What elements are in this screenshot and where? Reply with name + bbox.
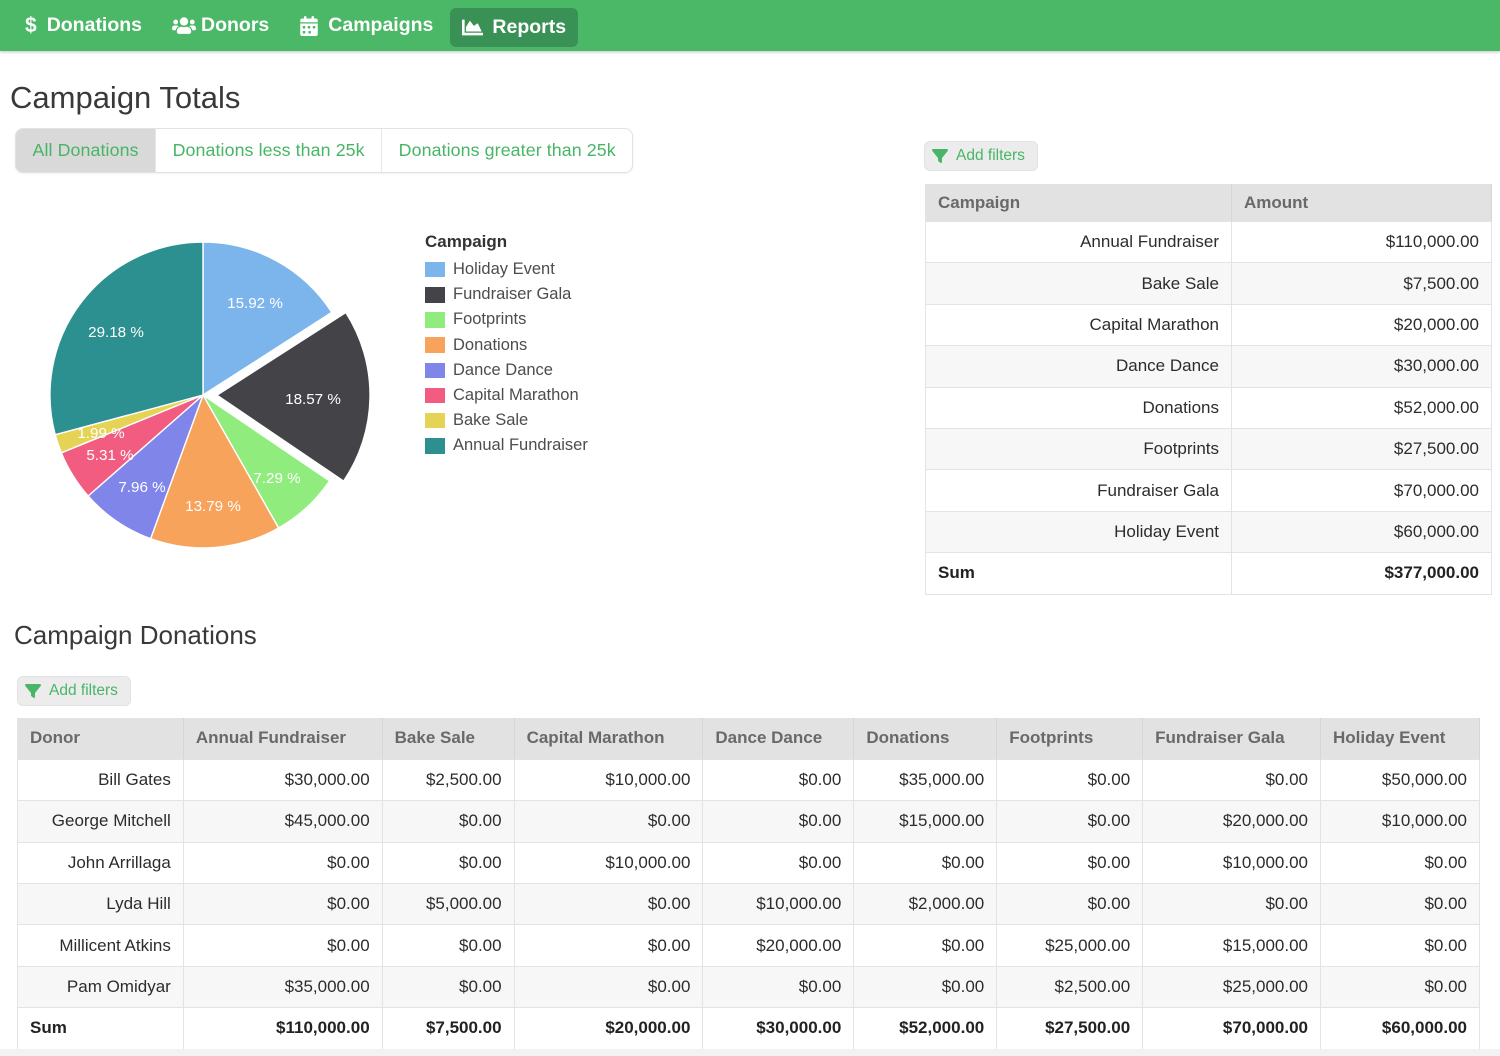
svg-text:1.99 %: 1.99 % (77, 425, 124, 442)
svg-text:29.18 %: 29.18 % (88, 324, 144, 341)
svg-text:7.29 %: 7.29 % (253, 470, 300, 487)
svg-text:7.96 %: 7.96 % (118, 479, 165, 496)
svg-text:18.57 %: 18.57 % (285, 391, 341, 408)
svg-text:5.31 %: 5.31 % (86, 447, 133, 464)
svg-text:15.92 %: 15.92 % (227, 295, 283, 312)
svg-text:13.79 %: 13.79 % (185, 498, 241, 515)
